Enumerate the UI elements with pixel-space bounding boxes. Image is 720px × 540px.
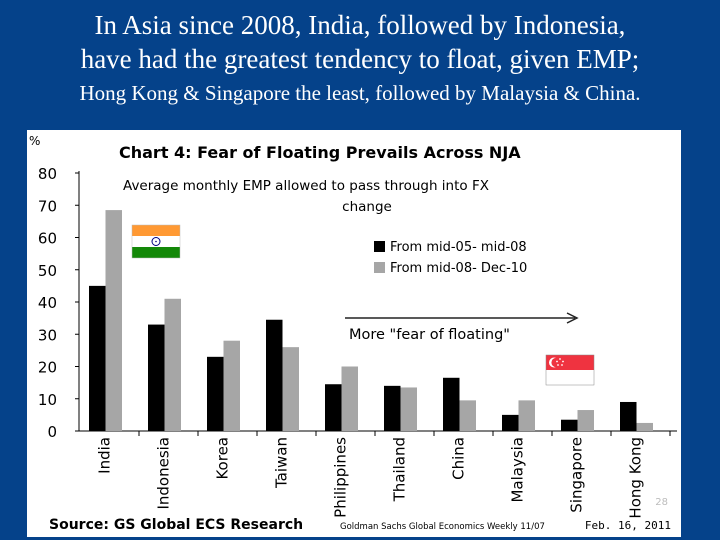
singapore-flag <box>545 354 595 386</box>
bar-china-series-1 <box>443 377 460 431</box>
fear-of-floating-arrow: More "fear of floating" <box>345 312 579 343</box>
title-line-1: In Asia since 2008, India, followed by I… <box>94 10 626 40</box>
x-tick-label: Taiwan <box>273 437 291 489</box>
bar-india-series-1 <box>89 285 106 431</box>
bar-taiwan-series-2 <box>282 347 299 431</box>
y-tick-label: 10 <box>38 391 57 409</box>
legend-label-series-1: From mid-05- mid-08 <box>390 240 527 255</box>
chart-subtitle-1: Average monthly EMP allowed to pass thro… <box>123 178 489 194</box>
india-flag <box>131 224 181 259</box>
x-tick-label: Hong Kong <box>627 437 645 519</box>
y-tick-label: 40 <box>38 294 57 312</box>
y-tick-label: 60 <box>38 230 57 248</box>
bar-philippines-series-1 <box>325 384 342 431</box>
x-tick-label: Korea <box>214 437 232 480</box>
bar-malaysia-series-1 <box>502 414 519 431</box>
bars <box>89 210 653 431</box>
y-tick-label: 50 <box>38 262 57 280</box>
title-line-2: have had the greatest tendency to float,… <box>80 44 640 74</box>
legend-swatch-series-2 <box>374 262 385 273</box>
bar-philippines-series-2 <box>341 366 358 431</box>
bar-taiwan-series-1 <box>266 319 283 431</box>
bar-india-series-2 <box>105 210 122 431</box>
legend-swatch-series-1 <box>374 241 385 252</box>
chart-panel: Chart 4: Fear of Floating Prevails Acros… <box>27 130 681 537</box>
chart-subtitle-2: change <box>342 199 392 215</box>
source-text: Source: GS Global ECS Research <box>49 517 303 533</box>
bar-thailand-series-1 <box>384 385 401 431</box>
bar-korea-series-2 <box>223 340 240 431</box>
x-tick-label: Thailand <box>391 437 409 502</box>
bar-singapore-series-2 <box>577 410 594 431</box>
x-tick-label: Malaysia <box>509 437 527 503</box>
x-tick-label: Indonesia <box>155 437 173 510</box>
legend-label-series-2: From mid-08- Dec-10 <box>390 261 527 276</box>
slide-title: In Asia since 2008, India, followed by I… <box>0 8 720 108</box>
annotation-text: More "fear of floating" <box>349 327 510 343</box>
title-line-3: Hong Kong & Singapore the least, followe… <box>79 81 641 105</box>
y-tick-label: 30 <box>38 326 57 344</box>
x-tick-label: China <box>450 437 468 480</box>
citation-text: Goldman Sachs Global Economics Weekly 11… <box>340 522 545 532</box>
bar-thailand-series-2 <box>400 387 417 431</box>
legend: From mid-05- mid-08 From mid-08- Dec-10 <box>374 240 527 276</box>
page-number: 28 <box>655 497 668 508</box>
x-tick-label: Philippines <box>332 437 350 518</box>
bar-singapore-series-1 <box>561 419 578 431</box>
bar-indonesia-series-1 <box>148 324 165 431</box>
bar-indonesia-series-2 <box>164 298 181 431</box>
x-tick-label: Singapore <box>568 437 586 513</box>
y-tick-label: 70 <box>38 197 57 215</box>
bar-china-series-2 <box>459 400 476 431</box>
y-axis-label: % <box>29 134 40 148</box>
bar-hong-kong-series-1 <box>620 401 637 431</box>
y-tick-label: 0 <box>47 423 57 441</box>
chart-title: Chart 4: Fear of Floating Prevails Acros… <box>119 143 521 162</box>
chart: Chart 4: Fear of Floating Prevails Acros… <box>29 134 677 533</box>
date-text: Feb. 16, 2011 <box>585 519 671 532</box>
bar-malaysia-series-2 <box>518 400 535 431</box>
y-tick-label: 20 <box>38 359 57 377</box>
x-tick-label: India <box>96 437 114 474</box>
bar-korea-series-1 <box>207 356 224 431</box>
bar-hong-kong-series-2 <box>636 422 653 431</box>
y-tick-label: 80 <box>38 165 57 183</box>
x-axis-labels: India Indonesia Korea Taiwan Philippines Thai… <box>96 431 671 519</box>
